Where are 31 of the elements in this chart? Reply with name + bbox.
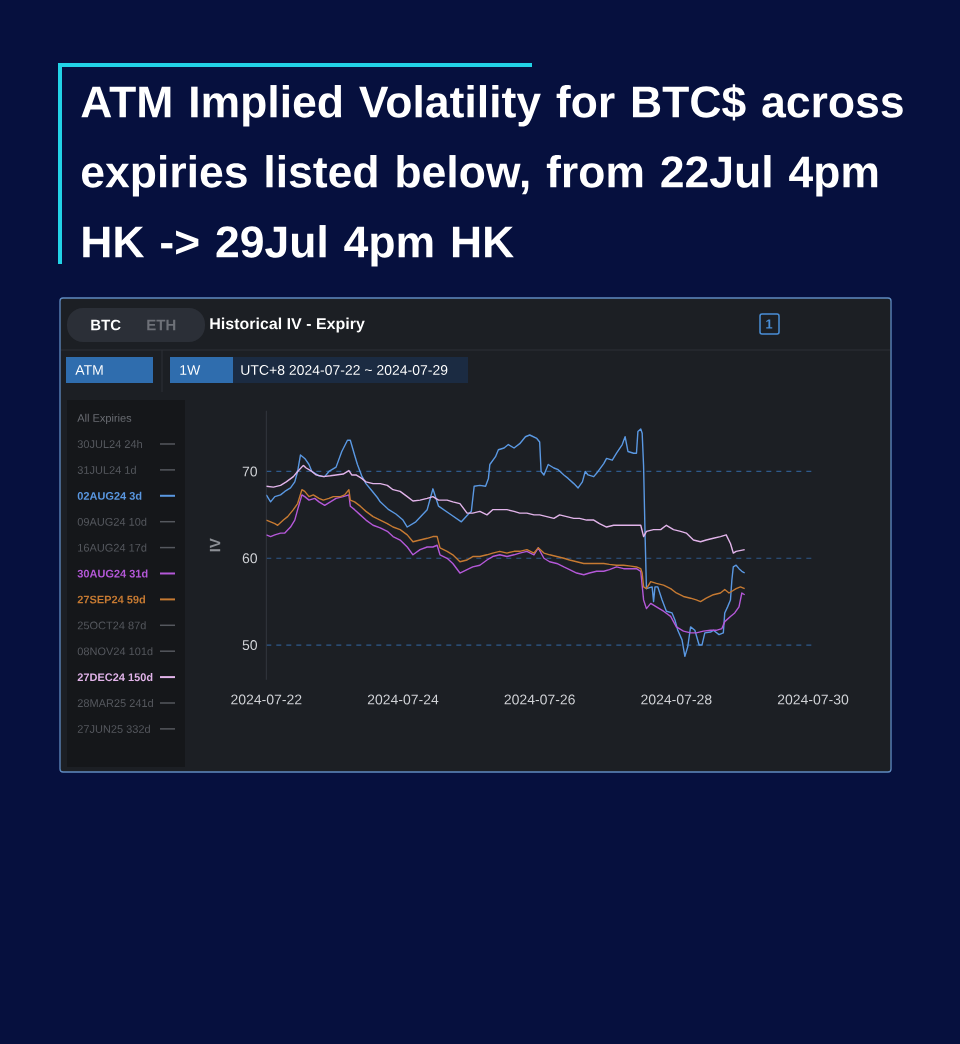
y-axis-title: IV xyxy=(209,538,221,552)
x-tick-label: 2024-07-26 xyxy=(504,694,575,705)
text: BTC xyxy=(91,319,121,331)
text: UTC+8 2024-07-22 ~ 2024-07-29 xyxy=(241,365,448,375)
x-tick-label: 2024-07-30 xyxy=(777,694,849,705)
x-tick-label: 2024-07-28 xyxy=(641,694,712,705)
legend-label: 08NOV24 101d xyxy=(77,647,153,656)
y-tick-label: 60 xyxy=(242,553,258,564)
y-tick-label: 50 xyxy=(242,640,258,651)
text: 1W xyxy=(180,365,201,375)
legend-label: 27JUN25 332d xyxy=(77,724,150,733)
legend-label: 30AUG24 31d xyxy=(77,569,148,578)
text: ATM xyxy=(75,365,103,375)
text: ETH xyxy=(147,319,176,331)
chart-title: ATM Implied Volatility for BTC$ across expiries listed below, from 22Jul 4pm HK -> 29Jul 4pm HK xyxy=(81,84,903,267)
chart-subtitle: Historical IV - Expiry xyxy=(210,317,365,333)
legend-label: 09AUG24 10d xyxy=(77,517,147,526)
text: 1 xyxy=(766,319,773,329)
legend-label: 27SEP24 59d xyxy=(77,595,146,604)
y-tick-label: 70 xyxy=(242,466,258,477)
legend-label: 28MAR25 241d xyxy=(77,698,153,708)
x-tick-label: 2024-07-22 xyxy=(231,694,302,705)
legend-label: 30JUL24 24h xyxy=(77,439,142,449)
legend-label: 16AUG24 17d xyxy=(78,543,147,552)
legend-label: 25OCT24 87d xyxy=(77,621,146,630)
line-series xyxy=(266,428,746,658)
legend-title: All Expiries xyxy=(77,413,132,425)
legend-label: 31JUL24 1d xyxy=(77,465,136,474)
legend-label: 02AUG24 3d xyxy=(77,491,142,500)
legend-label: 27DEC24 150d xyxy=(77,673,153,682)
x-tick-label: 2024-07-24 xyxy=(367,694,439,705)
